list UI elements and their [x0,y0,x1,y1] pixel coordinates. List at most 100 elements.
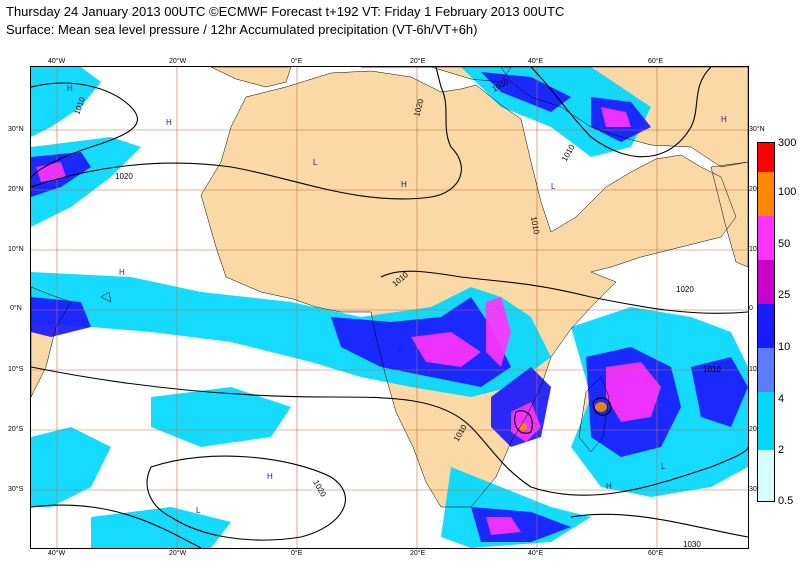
lat-tick-right-30s: 30 [749,486,757,493]
legend-label-100: 100 [778,186,797,198]
coastline [361,67,512,83]
title-line-1: Thursday 24 January 2013 00UTC ©ECMWF Fo… [6,4,565,19]
pressure-centre: H [67,84,73,93]
precip-cyan-sw-band [31,427,111,507]
coastline [100,291,112,303]
isobar-line [31,82,138,178]
lon-tick-bottom-60e: 60°E [648,550,664,557]
legend-label-2: 2 [778,444,785,456]
lat-tick-right-20: 20 [749,186,757,193]
isobar-line [31,366,748,496]
lon-tick-bottom-40e: 40°E [528,550,544,557]
lon-tick-top-60e: 60°E [648,58,664,65]
isobar-line [592,397,612,416]
precip-magenta-cyclone [606,362,661,422]
lat-tick-right-0: 0 [749,305,753,312]
pressure-centre: L [196,506,201,515]
legend-swatch-50 [757,216,775,260]
isobar-line [380,270,748,314]
lat-tick-left-30s: 30°S [8,486,24,493]
pressure-centre: L [313,158,318,167]
precip-magenta-middle-east [601,107,631,127]
lon-tick-bottom-40w: 40°W [48,550,66,557]
isobar-label: 1010 [529,216,541,236]
legend-label-50: 50 [778,238,791,250]
pressure-centre: L [661,462,666,471]
lat-tick-right-10s: 10 [749,366,757,373]
precip-magenta-east-africa [486,297,511,367]
precip-blue-east [691,357,748,427]
pressure-centre: H [606,482,612,491]
legend-swatch-10 [757,304,775,348]
precip-cyan-north-atlantic [31,67,101,137]
pressure-centre: H [721,115,727,124]
graticule [31,67,748,548]
isobar-label: 1030 [683,540,701,548]
lat-tick-left-0n: 0°N [10,305,22,312]
lat-tick-left-30n: 30°N [8,126,24,133]
isobar-label: 1020 [311,479,328,499]
isobar-line [31,67,462,200]
legend-label-0-5: 0.5 [778,495,794,507]
legend-swatch-100 [757,172,775,216]
precip-blue-west [31,297,91,337]
coastline [710,161,748,268]
lon-tick-top-40e: 40°E [528,58,544,65]
legend-swatch-4 [757,348,775,392]
legend-swatch-0-5 [757,450,775,502]
isobar-label: 1010 [703,365,721,374]
coastline [210,67,292,88]
pressure-centre: L [398,345,403,354]
lat-tick-left-10s: 10°S [8,366,24,373]
legend-swatch-300 [757,142,775,172]
isobars [31,67,748,548]
isobar-label: 1020 [676,285,694,294]
isobar-line [146,455,346,541]
lon-tick-bottom-0e: 0°E [291,550,303,557]
coastlines [31,67,748,508]
lon-tick-top-0e: 0°E [291,58,303,65]
precip-blue-arabia [481,72,571,112]
isobar-line [514,410,533,434]
lat-tick-left-20s: 20°S [8,426,24,433]
pressure-centre: L [551,182,556,191]
lon-tick-top-20e: 20°E [410,58,426,65]
isobar-line [570,513,748,538]
lat-tick-right-10: 10 [749,246,757,253]
legend-frame [757,142,775,502]
lat-tick-left-20n: 20°N [8,186,24,193]
coastline [578,376,610,453]
pressure-centre: H [401,180,407,189]
precip-magenta-congo [411,332,481,367]
land-india [711,162,748,267]
pressure-centre: H [166,118,172,127]
lat-tick-right-20s: 20 [749,426,757,433]
isobar-label: 1020 [115,172,133,181]
coastline [500,67,748,168]
forecast-map: 1010 1020 1020 1010 1010 1010 1010 1020 … [30,66,749,549]
lon-tick-bottom-20e: 20°E [410,550,426,557]
pressure-centre: H [119,268,125,277]
coastline [31,286,72,398]
legend-label-300: 300 [778,137,797,149]
legend-label-25: 25 [778,289,791,301]
precip-magenta-south [486,517,521,535]
pressure-centre: H [267,472,273,481]
isobar-label: 1010 [560,143,577,163]
coastline [200,70,737,508]
land-europe [211,67,291,87]
lon-tick-bottom-20w: 20°W [169,550,187,557]
title-line-2: Surface: Mean sea level pressure / 12hr … [6,22,478,37]
precip-cyan-central-ocean [151,387,291,447]
lat-tick-right-30n: 30°N [749,126,765,133]
precip-magenta-mozambique [511,402,541,442]
legend-label-10: 10 [778,341,791,353]
lat-tick-left-10n: 10°N [8,246,24,253]
pressure-centres: H L H L H L H H L H L H [67,84,727,515]
legend-label-4: 4 [778,393,785,405]
legend-swatch-25 [757,260,775,304]
lon-tick-top-20w: 20°W [169,58,187,65]
lon-tick-top-40w: 40°W [48,58,66,65]
precip-orange-cyclone-core [595,402,607,412]
legend-swatch-2 [757,392,775,450]
